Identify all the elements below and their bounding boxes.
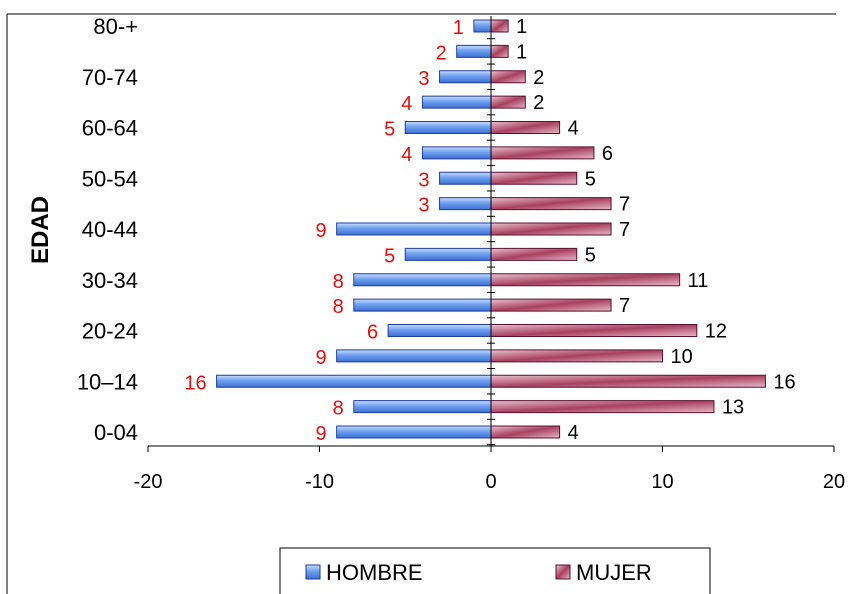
legend-label-mujer: MUJER xyxy=(576,560,652,585)
data-label-hombre: 3 xyxy=(418,68,429,90)
data-label-mujer: 5 xyxy=(585,168,596,190)
data-label-hombre: 5 xyxy=(384,245,395,267)
bar-mujer xyxy=(490,222,612,236)
y-tick-label: 60-64 xyxy=(82,116,138,141)
data-label-mujer: 12 xyxy=(705,321,727,343)
y-tick-label: 30-34 xyxy=(82,268,138,293)
data-label-hombre: 8 xyxy=(333,296,344,318)
x-tick-label: 0 xyxy=(485,471,496,493)
data-label-mujer: 13 xyxy=(722,397,744,419)
bar-mujer xyxy=(490,121,561,134)
data-label-mujer: 5 xyxy=(585,244,596,266)
bar-mujer xyxy=(490,324,698,337)
data-label-hombre: 6 xyxy=(367,322,378,344)
bar-hombre xyxy=(353,400,492,414)
bar-mujer xyxy=(490,70,526,84)
data-label-hombre: 4 xyxy=(401,144,412,166)
bar-hombre xyxy=(336,222,492,236)
bar-hombre xyxy=(216,374,492,388)
bar-mujer xyxy=(490,44,509,58)
data-label-hombre: 9 xyxy=(316,423,327,445)
x-tick-label: 10 xyxy=(651,471,673,493)
bar-hombre xyxy=(439,70,492,84)
data-label-mujer: 11 xyxy=(688,270,709,292)
bar-mujer xyxy=(490,374,766,388)
data-label-hombre: 9 xyxy=(316,220,327,242)
x-tick-label: -20 xyxy=(134,471,163,493)
data-label-mujer: 2 xyxy=(533,67,544,89)
bar-hombre xyxy=(353,273,492,287)
bar-hombre xyxy=(439,171,492,185)
bar-hombre xyxy=(336,349,492,363)
data-label-mujer: 4 xyxy=(568,118,579,140)
bar-mujer xyxy=(490,146,595,160)
bar-mujer xyxy=(490,19,509,33)
data-label-mujer: 2 xyxy=(533,92,544,114)
bar-mujer xyxy=(490,95,526,109)
data-label-hombre: 3 xyxy=(418,169,429,191)
y-axis-title: EDAD xyxy=(27,196,54,264)
bar-hombre xyxy=(456,44,492,58)
data-label-mujer: 1 xyxy=(516,16,527,38)
bar-hombre xyxy=(387,324,492,337)
bar-mujer xyxy=(490,197,612,211)
data-label-hombre: 8 xyxy=(333,398,344,420)
data-label-mujer: 7 xyxy=(619,295,630,317)
bar-hombre xyxy=(473,19,492,33)
bar-mujer xyxy=(490,171,578,185)
data-label-mujer: 7 xyxy=(619,194,630,216)
bar-mujer xyxy=(490,273,681,287)
bar-mujer xyxy=(490,425,561,439)
legend-label-hombre: HOMBRE xyxy=(326,560,423,585)
legend-swatch-hombre xyxy=(305,564,321,580)
bar-hombre xyxy=(421,95,492,109)
data-label-hombre: 16 xyxy=(184,372,206,394)
data-label-hombre: 5 xyxy=(384,119,395,141)
data-label-hombre: 2 xyxy=(436,42,447,64)
data-label-mujer: 16 xyxy=(773,371,795,393)
bar-hombre xyxy=(336,425,492,439)
legend-box xyxy=(279,547,711,594)
data-label-hombre: 1 xyxy=(453,17,464,39)
data-label-hombre: 9 xyxy=(316,347,327,369)
data-label-hombre: 3 xyxy=(418,195,429,217)
bars-layer xyxy=(216,19,766,439)
axis-layer: 0-04 10–14 20-24 30-34 40-44 50-54 60-64 70-74 8… xyxy=(77,14,845,493)
y-tick-label: 0-04 xyxy=(94,420,138,445)
data-label-mujer: 1 xyxy=(516,41,527,63)
y-tick-label: 40-44 xyxy=(82,217,138,242)
bar-mujer xyxy=(490,400,715,414)
y-tick-label: 80-+ xyxy=(93,14,138,39)
legend-swatch-mujer xyxy=(555,564,571,580)
y-tick-label: 70-74 xyxy=(82,65,138,90)
y-tick-label: 20-24 xyxy=(82,319,138,344)
bar-hombre xyxy=(353,298,492,312)
bar-mujer xyxy=(490,349,663,363)
data-label-mujer: 10 xyxy=(671,346,693,368)
data-label-mujer: 7 xyxy=(619,219,630,241)
bar-hombre xyxy=(404,121,492,134)
bar-hombre xyxy=(421,146,492,160)
data-label-mujer: 6 xyxy=(602,143,613,165)
data-label-hombre: 4 xyxy=(401,93,412,115)
data-label-mujer: 4 xyxy=(568,422,579,444)
x-tick-label: 20 xyxy=(823,471,845,493)
y-tick-label: 50-54 xyxy=(82,166,138,191)
bar-mujer xyxy=(490,298,612,312)
bar-mujer xyxy=(490,247,578,261)
y-tick-label: 10–14 xyxy=(77,369,138,394)
bar-hombre xyxy=(404,247,492,261)
x-tick-label: -10 xyxy=(305,471,334,493)
legend: HOMBRE MUJER xyxy=(279,547,711,594)
data-label-hombre: 8 xyxy=(333,271,344,293)
bar-hombre xyxy=(439,197,492,211)
